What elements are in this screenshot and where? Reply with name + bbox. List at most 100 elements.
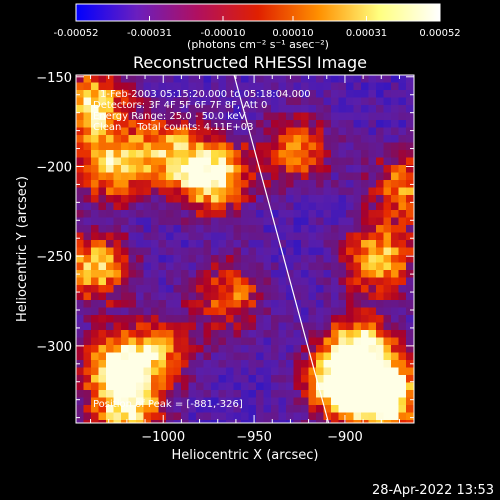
heatmap-cell <box>278 97 287 106</box>
heatmap-cell <box>113 210 122 218</box>
heatmap-cell <box>323 360 332 368</box>
heatmap-cell <box>233 142 242 151</box>
heatmap-cell <box>331 135 339 143</box>
heatmap-cell <box>91 337 99 346</box>
heatmap-cell <box>278 225 287 233</box>
heatmap-cell <box>211 210 219 218</box>
heatmap-cell <box>256 202 264 211</box>
heatmap-cell <box>233 360 242 368</box>
heatmap-cell <box>338 412 347 421</box>
heatmap-cell <box>368 202 377 211</box>
heatmap-cell <box>136 277 144 286</box>
heatmap-cell <box>308 195 317 203</box>
heatmap-cell <box>181 105 189 113</box>
heatmap-cell <box>128 165 137 173</box>
heatmap-cell <box>286 172 294 181</box>
heatmap-cell <box>98 105 107 113</box>
heatmap-cell <box>226 232 234 241</box>
heatmap-cell <box>76 307 84 316</box>
heatmap-cell <box>113 345 122 353</box>
heatmap-cell <box>211 285 219 293</box>
heatmap-cell <box>308 255 317 263</box>
heatmap-cell <box>121 75 129 83</box>
heatmap-cell <box>143 232 152 241</box>
heatmap-cell <box>188 397 197 406</box>
heatmap-cell <box>361 105 369 113</box>
heatmap-cell <box>128 240 137 248</box>
heatmap-cell <box>271 210 279 218</box>
heatmap-cell <box>256 90 264 98</box>
heatmap-cell <box>368 135 377 143</box>
heatmap-cell <box>143 142 152 151</box>
heatmap-cell <box>173 382 182 391</box>
heatmap-cell <box>83 307 92 316</box>
heatmap-cell <box>391 187 399 196</box>
heatmap-cell <box>121 90 129 98</box>
heatmap-cell <box>293 345 302 353</box>
heatmap-cell <box>391 157 399 166</box>
heatmap-cell <box>158 382 167 391</box>
heatmap-cell <box>398 225 407 233</box>
heatmap-cell <box>151 90 159 98</box>
heatmap-cell <box>143 300 152 308</box>
heatmap-cell <box>241 240 249 248</box>
heatmap-cell <box>308 285 317 293</box>
heatmap-cell <box>391 285 399 293</box>
heatmap-cell <box>278 210 287 218</box>
heatmap-cell <box>128 225 137 233</box>
heatmap-cell <box>188 300 197 308</box>
heatmap-cell <box>316 157 324 166</box>
heatmap-cell <box>143 322 152 331</box>
heatmap-cell <box>271 292 279 301</box>
heatmap-cell <box>278 120 287 128</box>
heatmap-cell <box>226 187 234 196</box>
heatmap-cell <box>158 330 167 338</box>
heatmap-cell <box>263 322 272 331</box>
heatmap-cell <box>331 150 339 158</box>
heatmap-cell <box>166 412 174 421</box>
heatmap-cell <box>106 330 114 338</box>
heatmap-cell <box>263 157 272 166</box>
heatmap-cell <box>113 97 122 106</box>
heatmap-cell <box>278 82 287 91</box>
heatmap-cell <box>106 270 114 278</box>
heatmap-cell <box>413 360 414 368</box>
heatmap-cell <box>128 255 137 263</box>
heatmap-cell <box>233 120 242 128</box>
heatmap-cell <box>128 150 137 158</box>
heatmap-cell <box>76 330 84 338</box>
heatmap-cell <box>203 382 212 391</box>
heatmap-cell <box>113 307 122 316</box>
heatmap-cell <box>413 375 414 383</box>
heatmap-cell <box>308 202 317 211</box>
heatmap-cell <box>353 322 362 331</box>
heatmap-cell <box>346 240 354 248</box>
x-axis-label: Heliocentric X (arcsec) <box>172 448 319 463</box>
heatmap-cell <box>203 75 212 83</box>
heatmap-cell <box>286 225 294 233</box>
heatmap-cell <box>113 292 122 301</box>
heatmap-cell <box>271 277 279 286</box>
heatmap-cell <box>368 82 377 91</box>
heatmap-cell <box>166 90 174 98</box>
heatmap-cell <box>263 217 272 226</box>
heatmap-cell <box>278 112 287 121</box>
heatmap-cell <box>263 75 272 83</box>
heatmap-cell <box>106 105 114 113</box>
heatmap-cell <box>383 322 392 331</box>
heatmap-cell <box>98 360 107 368</box>
heatmap-cell <box>331 360 339 368</box>
heatmap-cell <box>166 195 174 203</box>
heatmap-cell <box>256 247 264 256</box>
heatmap-cell <box>361 412 369 421</box>
heatmap-cell <box>263 187 272 196</box>
heatmap-cell <box>316 262 324 271</box>
heatmap-cell <box>278 345 287 353</box>
heatmap-cell <box>353 105 362 113</box>
heatmap-cell <box>293 120 302 128</box>
heatmap-cell <box>263 82 272 91</box>
heatmap-cell <box>256 187 264 196</box>
heatmap-cell <box>226 112 234 121</box>
colorbar-tick-label: 0.00031 <box>346 28 387 39</box>
heatmap-cell <box>368 142 377 151</box>
